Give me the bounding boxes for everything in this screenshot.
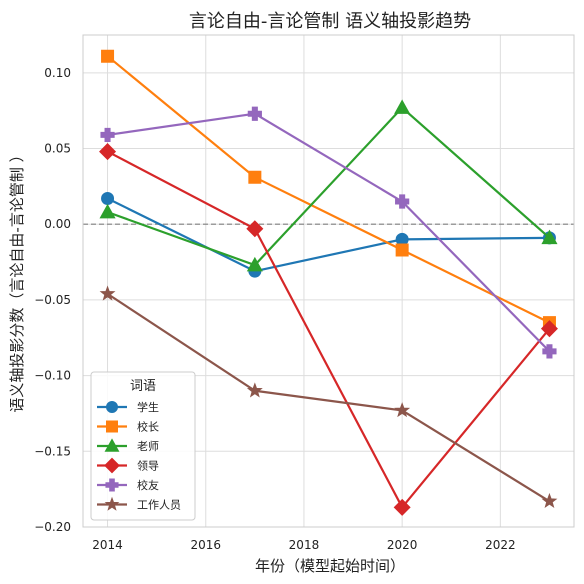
series-line xyxy=(107,197,550,273)
data-point xyxy=(247,106,262,121)
chart-title: 言论自由-言论管制 语义轴投影趋势 xyxy=(189,11,471,32)
legend-marker xyxy=(105,478,119,492)
series-line xyxy=(106,292,551,503)
x-tick-label: 2014 xyxy=(92,538,123,552)
y-tick-label: 0.10 xyxy=(44,66,71,80)
legend-marker xyxy=(104,457,120,474)
x-tick-labels: 2014 2016 2018 2020 2022 xyxy=(92,538,515,552)
legend-label: 领导 xyxy=(137,460,159,473)
data-point xyxy=(541,492,558,509)
data-point xyxy=(248,170,262,184)
data-point xyxy=(395,243,409,257)
data-point xyxy=(541,229,558,245)
series-triangle xyxy=(99,99,558,272)
y-tick-label: 0.05 xyxy=(44,142,71,156)
data-point xyxy=(393,498,411,516)
y-tick-label: −0.10 xyxy=(34,369,71,383)
y-tick-label: −0.05 xyxy=(34,293,71,307)
x-tick-label: 2022 xyxy=(485,538,516,552)
series-star xyxy=(99,285,558,509)
y-axis-label: 语义轴投影分数（言论自由-言论管制 ） xyxy=(8,147,26,412)
series-plus xyxy=(100,106,557,359)
data-point xyxy=(394,99,411,114)
x-tick-label: 2018 xyxy=(289,538,320,552)
y-tick-label: −0.15 xyxy=(34,444,71,458)
series-line xyxy=(107,150,551,509)
legend-label: 老师 xyxy=(137,440,159,453)
data-point xyxy=(101,49,115,63)
y-tick-labels: 0.10 0.05 0.00 −0.05 −0.10 −0.15 −0.20 xyxy=(34,66,71,534)
legend-label: 工作人员 xyxy=(137,499,181,512)
data-point xyxy=(394,402,411,418)
y-tick-label: −0.20 xyxy=(34,520,71,534)
series-group xyxy=(99,49,558,516)
legend-marker xyxy=(106,401,118,413)
plot-frame xyxy=(82,34,575,528)
data-point xyxy=(99,203,116,219)
data-point xyxy=(542,344,557,359)
data-point xyxy=(246,382,263,398)
legend-label: 校友 xyxy=(137,478,159,492)
data-point xyxy=(395,194,410,209)
series-square xyxy=(101,49,556,330)
legend-title: 词语 xyxy=(130,379,156,394)
data-point xyxy=(540,320,558,338)
data-point xyxy=(246,256,263,272)
data-point xyxy=(101,191,115,205)
legend-marker xyxy=(104,496,120,511)
series-diamond xyxy=(99,143,558,516)
data-point xyxy=(246,220,264,238)
data-point xyxy=(99,143,117,161)
data-point xyxy=(99,285,116,301)
x-tick-label: 2016 xyxy=(190,538,221,552)
y-tick-label: 0.00 xyxy=(44,217,71,231)
legend-marker xyxy=(104,438,120,452)
x-axis-label: 年份（模型起始时间） xyxy=(255,557,405,575)
series-line xyxy=(106,55,550,324)
legend-marker xyxy=(106,420,118,433)
x-tick-label: 2020 xyxy=(387,538,418,552)
legend-label: 校长 xyxy=(137,420,159,434)
series-line xyxy=(107,112,551,353)
legend-label: 学生 xyxy=(137,400,159,414)
data-point xyxy=(100,127,115,143)
series-line xyxy=(107,106,551,267)
